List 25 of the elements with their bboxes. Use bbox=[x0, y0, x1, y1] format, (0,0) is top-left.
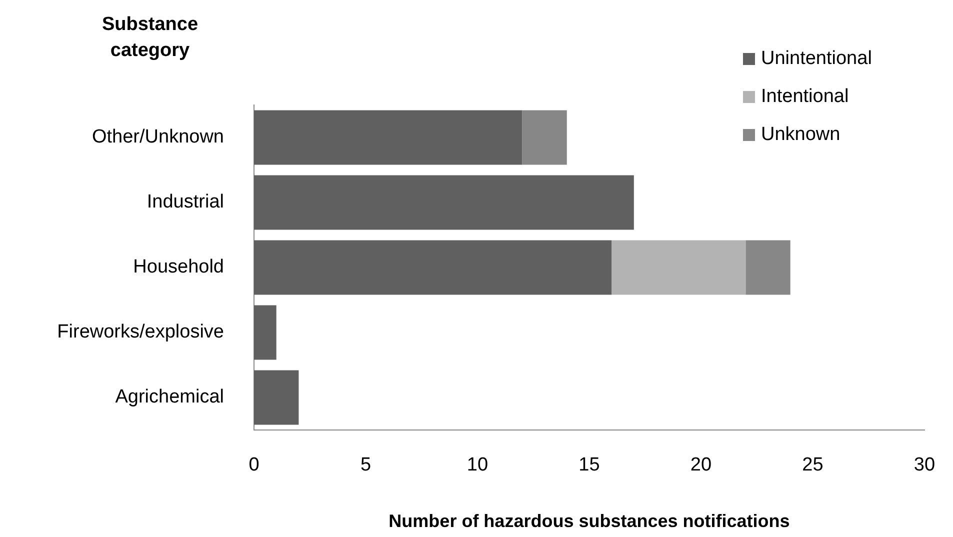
y-tick-label: Fireworks/explosive bbox=[57, 322, 224, 343]
bar bbox=[254, 175, 634, 230]
x-tick-label: 25 bbox=[802, 454, 824, 476]
legend-label: Unintentional bbox=[761, 48, 872, 70]
legend-label: Intentional bbox=[761, 86, 849, 108]
bar bbox=[254, 305, 276, 360]
x-tick-label: 15 bbox=[578, 454, 600, 476]
x-tick-label: 5 bbox=[360, 454, 372, 476]
bar bbox=[254, 370, 299, 425]
x-tick-label: 20 bbox=[690, 454, 712, 476]
bar bbox=[522, 110, 567, 165]
x-tick-label: 0 bbox=[248, 454, 260, 476]
x-tick-label: 10 bbox=[466, 454, 488, 476]
bar bbox=[254, 110, 522, 165]
y-tick-label: Agrichemical bbox=[115, 386, 224, 408]
y-tick-label: Other/Unknown bbox=[92, 126, 224, 148]
x-axis-title: Number of hazardous substances notifications bbox=[388, 511, 790, 532]
legend-label: Unknown bbox=[761, 124, 840, 146]
y-tick-label: Industrial bbox=[146, 192, 224, 213]
y-axis-title: Substance category bbox=[100, 13, 200, 63]
bar bbox=[612, 240, 746, 295]
bar bbox=[746, 240, 790, 295]
y-tick-label: Household bbox=[133, 256, 224, 278]
bar bbox=[254, 240, 612, 295]
x-tick-label: 30 bbox=[914, 454, 936, 476]
